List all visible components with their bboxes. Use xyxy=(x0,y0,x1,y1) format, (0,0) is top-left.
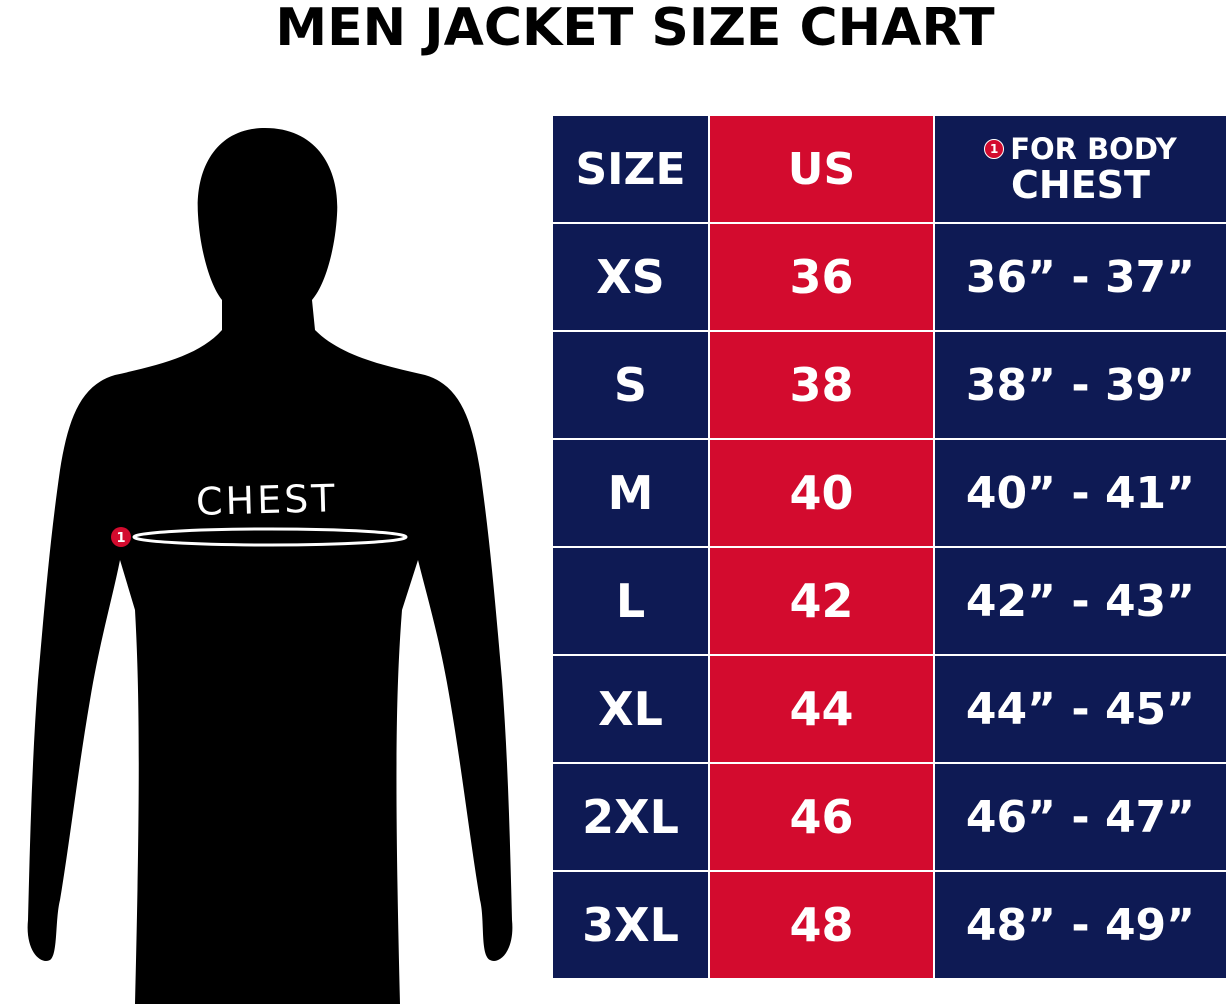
table-cell-chest: 48” - 49” xyxy=(935,872,1226,978)
table-cell-chest: 38” - 39” xyxy=(935,332,1226,438)
table-cell-size: L xyxy=(553,548,708,654)
table-cell-us: 40 xyxy=(710,440,933,546)
table-cell-size: 3XL xyxy=(553,872,708,978)
table-cell-us: 42 xyxy=(710,548,933,654)
header-chest-line2: CHEST xyxy=(1011,162,1150,207)
table-cell-size: XS xyxy=(553,224,708,330)
table-cell-chest: 42” - 43” xyxy=(935,548,1226,654)
table-cell-size: S xyxy=(553,332,708,438)
header-us: US xyxy=(710,116,933,222)
table-cell-us: 44 xyxy=(710,656,933,762)
chest-label: CHEST xyxy=(195,476,339,524)
table-cell-chest: 46” - 47” xyxy=(935,764,1226,870)
table-cell-chest: 36” - 37” xyxy=(935,224,1226,330)
chest-measure-line xyxy=(132,527,408,547)
table-cell-us: 48 xyxy=(710,872,933,978)
table-cell-us: 38 xyxy=(710,332,933,438)
marker-badge-icon: 1 xyxy=(984,139,1005,159)
size-table: SIZE US 1 FOR BODY CHEST XS 36 36” - 37” S 38… xyxy=(553,116,1226,978)
table-cell-us: 46 xyxy=(710,764,933,870)
header-size: SIZE xyxy=(553,116,708,222)
svg-text:1: 1 xyxy=(116,531,125,546)
marker-badge-icon xyxy=(111,527,131,547)
table-cell-size: M xyxy=(553,440,708,546)
page-title: MEN JACKET SIZE CHART xyxy=(275,0,995,58)
table-cell-chest: 44” - 45” xyxy=(935,656,1226,762)
table-cell-size: XL xyxy=(553,656,708,762)
header-chest: 1 FOR BODY CHEST xyxy=(935,116,1226,222)
table-cell-chest: 40” - 41” xyxy=(935,440,1226,546)
header-chest-line1: FOR BODY xyxy=(1010,131,1177,166)
body-silhouette-icon: 1 xyxy=(27,128,513,1004)
table-cell-size: 2XL xyxy=(553,764,708,870)
table-cell-us: 36 xyxy=(710,224,933,330)
